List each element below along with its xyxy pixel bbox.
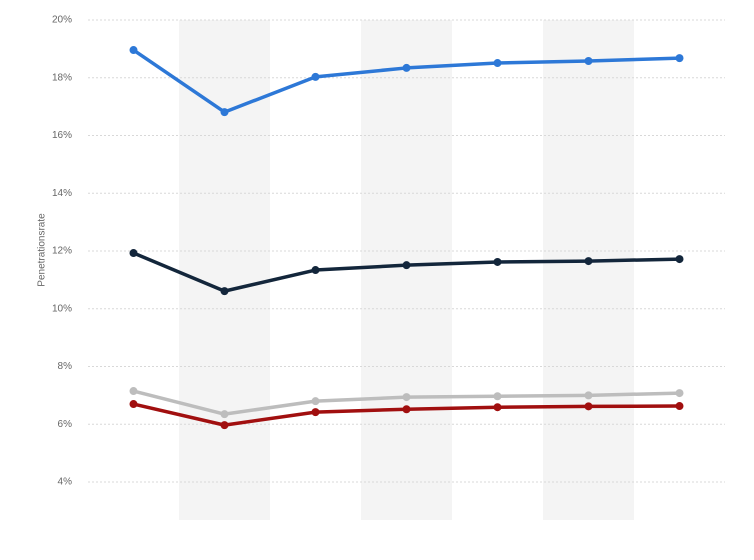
- bands: [88, 20, 725, 520]
- y-tick-label: 16%: [52, 130, 72, 141]
- point: [493, 257, 502, 266]
- point: [675, 402, 684, 411]
- point: [402, 405, 411, 414]
- point: [220, 421, 229, 430]
- band: [88, 20, 179, 520]
- y-tick-label: 20%: [52, 15, 72, 26]
- point: [311, 72, 320, 81]
- point: [493, 403, 502, 412]
- y-tick-label: 10%: [52, 303, 72, 314]
- point: [402, 261, 411, 270]
- point: [220, 410, 229, 419]
- y-tick-label: 4%: [58, 477, 73, 488]
- point: [584, 391, 593, 400]
- point: [493, 392, 502, 401]
- point: [402, 63, 411, 72]
- y-tick-label: 14%: [52, 188, 72, 199]
- y-axis-label: Penetrationsrate: [37, 213, 48, 287]
- point: [584, 257, 593, 266]
- point: [311, 397, 320, 406]
- band: [179, 20, 270, 520]
- y-tick-label: 6%: [58, 419, 73, 430]
- point: [311, 408, 320, 417]
- point: [584, 402, 593, 411]
- y-tick-label: 8%: [58, 361, 73, 372]
- band: [543, 20, 634, 520]
- y-tick-label: 18%: [52, 72, 72, 83]
- point: [129, 249, 138, 258]
- point: [311, 266, 320, 275]
- point: [675, 54, 684, 63]
- point: [584, 57, 593, 66]
- point: [402, 393, 411, 402]
- point: [675, 389, 684, 398]
- point: [129, 46, 138, 55]
- point: [129, 400, 138, 409]
- band: [634, 20, 725, 520]
- point: [220, 287, 229, 296]
- point: [493, 59, 502, 68]
- band: [452, 20, 543, 520]
- point: [220, 108, 229, 117]
- point: [129, 387, 138, 396]
- point: [675, 255, 684, 264]
- band: [361, 20, 452, 520]
- y-tick-label: 12%: [52, 246, 72, 257]
